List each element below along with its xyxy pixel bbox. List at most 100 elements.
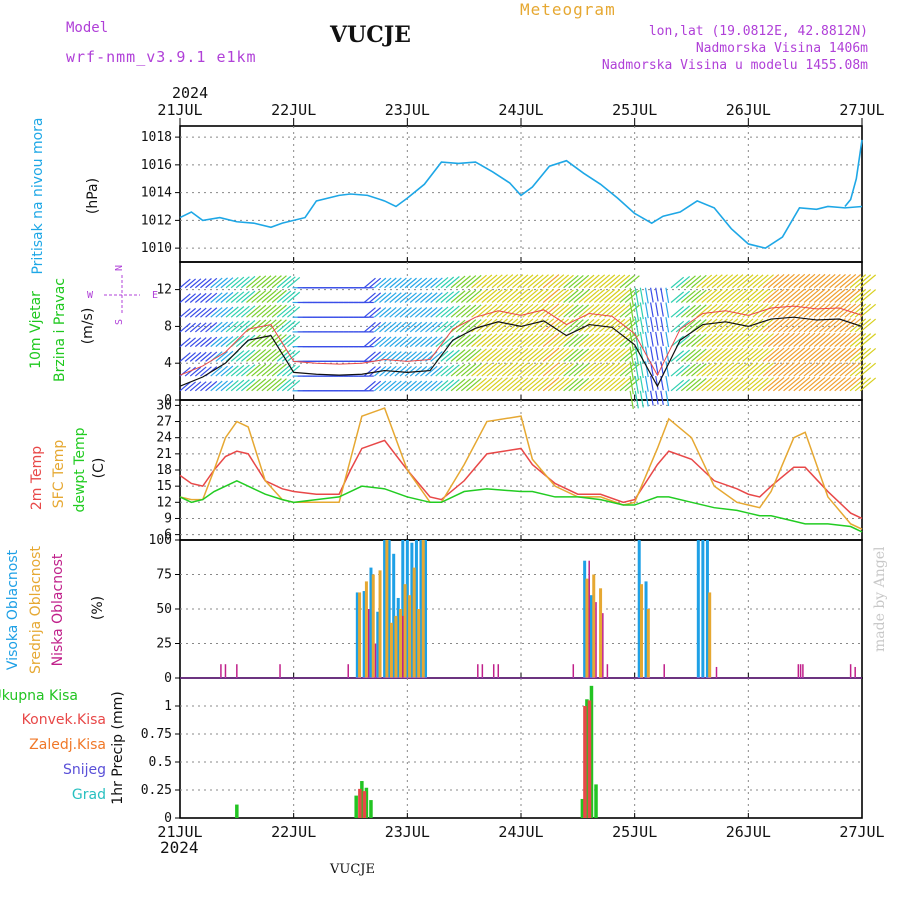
wind-barb	[230, 291, 245, 303]
wind-barb	[532, 274, 549, 289]
xtick-bottom-label: 21JUL	[157, 823, 202, 841]
wind-barb	[558, 333, 574, 348]
wind-barb	[276, 364, 292, 377]
wind-barb	[240, 320, 256, 333]
wind-barb	[200, 278, 212, 289]
wind-barb	[200, 366, 212, 377]
wind-barb	[420, 336, 433, 348]
wind-barb	[210, 380, 223, 392]
wind-barb	[599, 318, 616, 333]
wind-barb	[639, 375, 644, 393]
wind-barb	[849, 362, 867, 377]
wind-barb	[225, 276, 239, 289]
wind-barb	[844, 362, 862, 377]
precip-bar	[580, 798, 585, 818]
wind-barb	[225, 306, 239, 318]
cloud-bar	[402, 615, 404, 678]
wind-barb	[281, 379, 296, 392]
wind-barb	[404, 365, 417, 377]
wind-barb	[798, 332, 816, 348]
wind-barb	[486, 274, 503, 289]
wind-barb	[194, 366, 207, 377]
wind-barb	[685, 289, 702, 303]
wind-barb	[501, 318, 519, 333]
wind-barb	[287, 350, 301, 362]
wind-barb	[772, 332, 790, 348]
wind-barb	[859, 348, 877, 362]
wind-barb	[230, 364, 245, 377]
wind-barb	[655, 287, 659, 302]
pressure-unit: (hPa)	[85, 178, 101, 214]
wind-barb	[527, 333, 544, 348]
wind-barb	[537, 288, 555, 303]
wind-barb	[573, 377, 590, 392]
wind-barb	[665, 390, 670, 407]
cloud-ylabel-1: Visoka Oblacnost	[5, 549, 21, 670]
precip-ytick-label: 1	[164, 699, 172, 714]
wind-barb	[685, 348, 702, 362]
wind-barb	[240, 364, 256, 377]
wind-barb	[854, 362, 872, 377]
wind-barb	[194, 292, 207, 303]
wind-barb	[619, 377, 636, 392]
wind-barb	[670, 379, 685, 392]
lonlat-label: lon,lat (19.0812E, 42.8812N)	[648, 24, 868, 39]
wind-barb	[496, 347, 514, 362]
wind-barb	[179, 308, 191, 318]
wind-barb	[256, 348, 272, 362]
wind-barb	[614, 362, 631, 377]
wind-ytick-label: 12	[156, 283, 172, 298]
wind-barb	[399, 277, 412, 289]
wind-barb	[721, 347, 739, 362]
wind-barb	[215, 292, 228, 303]
xtick-top-label: 26JUL	[726, 101, 771, 119]
wind-barb	[701, 333, 718, 348]
wind-barb	[425, 321, 438, 333]
cloud-bar	[369, 567, 373, 678]
wind-barb	[532, 333, 549, 348]
wind-barb	[266, 289, 282, 303]
wind-barb	[629, 331, 634, 351]
wind-barb	[501, 333, 519, 348]
wind-barb	[604, 303, 621, 318]
wind-barb	[778, 273, 795, 289]
wind-barb	[471, 377, 487, 392]
wind-barb	[609, 348, 626, 362]
wind-barb	[430, 351, 443, 362]
cloud-bar	[374, 643, 377, 678]
wind-barb	[757, 318, 774, 333]
wind-barb	[747, 362, 764, 377]
wind-barb	[737, 377, 754, 392]
wind-barb	[466, 377, 482, 392]
cloud-bar	[481, 664, 484, 678]
xtick-bottom-label: 22JUL	[271, 823, 316, 841]
wind-barb	[287, 365, 301, 377]
wind-barb	[844, 347, 862, 362]
wind-barb	[471, 274, 487, 289]
wind-barb	[496, 362, 514, 377]
wind-barb	[583, 362, 600, 377]
wind-barb	[373, 277, 387, 289]
wind-barb	[517, 362, 534, 377]
wind-barb	[404, 277, 417, 289]
wind-barb	[445, 364, 460, 377]
wind-barb	[501, 303, 519, 318]
wind-barb	[460, 333, 477, 348]
wind-barb	[235, 379, 250, 392]
year-top: 2024	[172, 84, 209, 102]
wind-barb	[189, 322, 202, 333]
wind-barb	[491, 274, 508, 289]
cloud-bar	[585, 578, 589, 678]
wind-barb	[788, 303, 806, 318]
wind-barb	[287, 306, 301, 318]
precip-bar	[235, 804, 239, 818]
wind-barb	[215, 336, 228, 348]
wind-barb	[200, 307, 212, 318]
compass-n: N	[114, 265, 125, 271]
wind-barb	[829, 288, 846, 303]
wind-barb	[179, 381, 191, 392]
wind-barb	[665, 317, 670, 333]
wind-barb	[599, 333, 616, 348]
wind-barb	[573, 289, 590, 303]
